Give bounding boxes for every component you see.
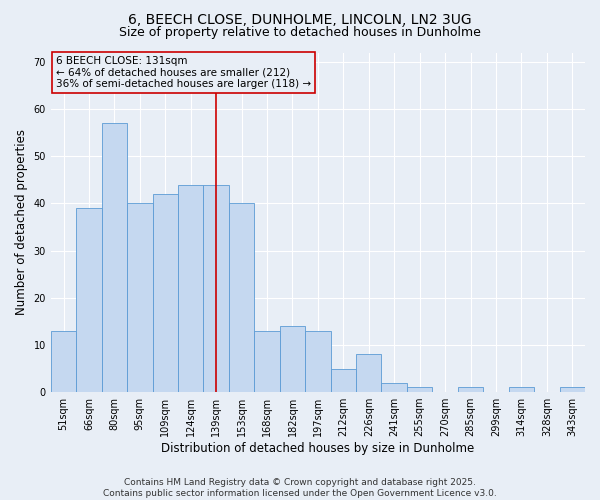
Bar bbox=[382, 382, 407, 392]
X-axis label: Distribution of detached houses by size in Dunholme: Distribution of detached houses by size … bbox=[161, 442, 475, 455]
Bar bbox=[407, 388, 433, 392]
Bar bbox=[203, 184, 229, 392]
Bar bbox=[178, 184, 203, 392]
Bar bbox=[101, 123, 127, 392]
Text: 6, BEECH CLOSE, DUNHOLME, LINCOLN, LN2 3UG: 6, BEECH CLOSE, DUNHOLME, LINCOLN, LN2 3… bbox=[128, 12, 472, 26]
Bar bbox=[254, 331, 280, 392]
Bar bbox=[127, 204, 152, 392]
Y-axis label: Number of detached properties: Number of detached properties bbox=[15, 130, 28, 316]
Bar bbox=[458, 388, 483, 392]
Bar bbox=[560, 388, 585, 392]
Bar bbox=[305, 331, 331, 392]
Bar bbox=[51, 331, 76, 392]
Bar bbox=[331, 368, 356, 392]
Bar bbox=[76, 208, 101, 392]
Bar bbox=[280, 326, 305, 392]
Text: Size of property relative to detached houses in Dunholme: Size of property relative to detached ho… bbox=[119, 26, 481, 39]
Text: 6 BEECH CLOSE: 131sqm
← 64% of detached houses are smaller (212)
36% of semi-det: 6 BEECH CLOSE: 131sqm ← 64% of detached … bbox=[56, 56, 311, 89]
Bar bbox=[509, 388, 534, 392]
Bar bbox=[152, 194, 178, 392]
Text: Contains HM Land Registry data © Crown copyright and database right 2025.
Contai: Contains HM Land Registry data © Crown c… bbox=[103, 478, 497, 498]
Bar bbox=[356, 354, 382, 392]
Bar bbox=[229, 204, 254, 392]
